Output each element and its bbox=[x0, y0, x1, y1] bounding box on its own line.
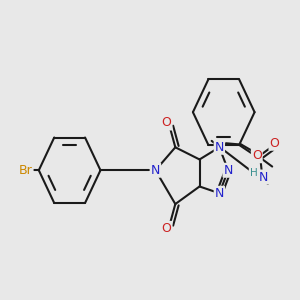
Text: N: N bbox=[215, 187, 224, 200]
Text: N: N bbox=[259, 170, 268, 184]
Text: N: N bbox=[215, 141, 224, 154]
Text: N: N bbox=[151, 164, 160, 177]
Text: O: O bbox=[162, 222, 171, 235]
Text: H: H bbox=[250, 168, 257, 178]
Text: Br: Br bbox=[19, 164, 32, 177]
Text: O: O bbox=[269, 137, 279, 150]
Text: O: O bbox=[162, 116, 171, 130]
Text: N: N bbox=[224, 164, 233, 177]
Text: O: O bbox=[252, 149, 262, 162]
